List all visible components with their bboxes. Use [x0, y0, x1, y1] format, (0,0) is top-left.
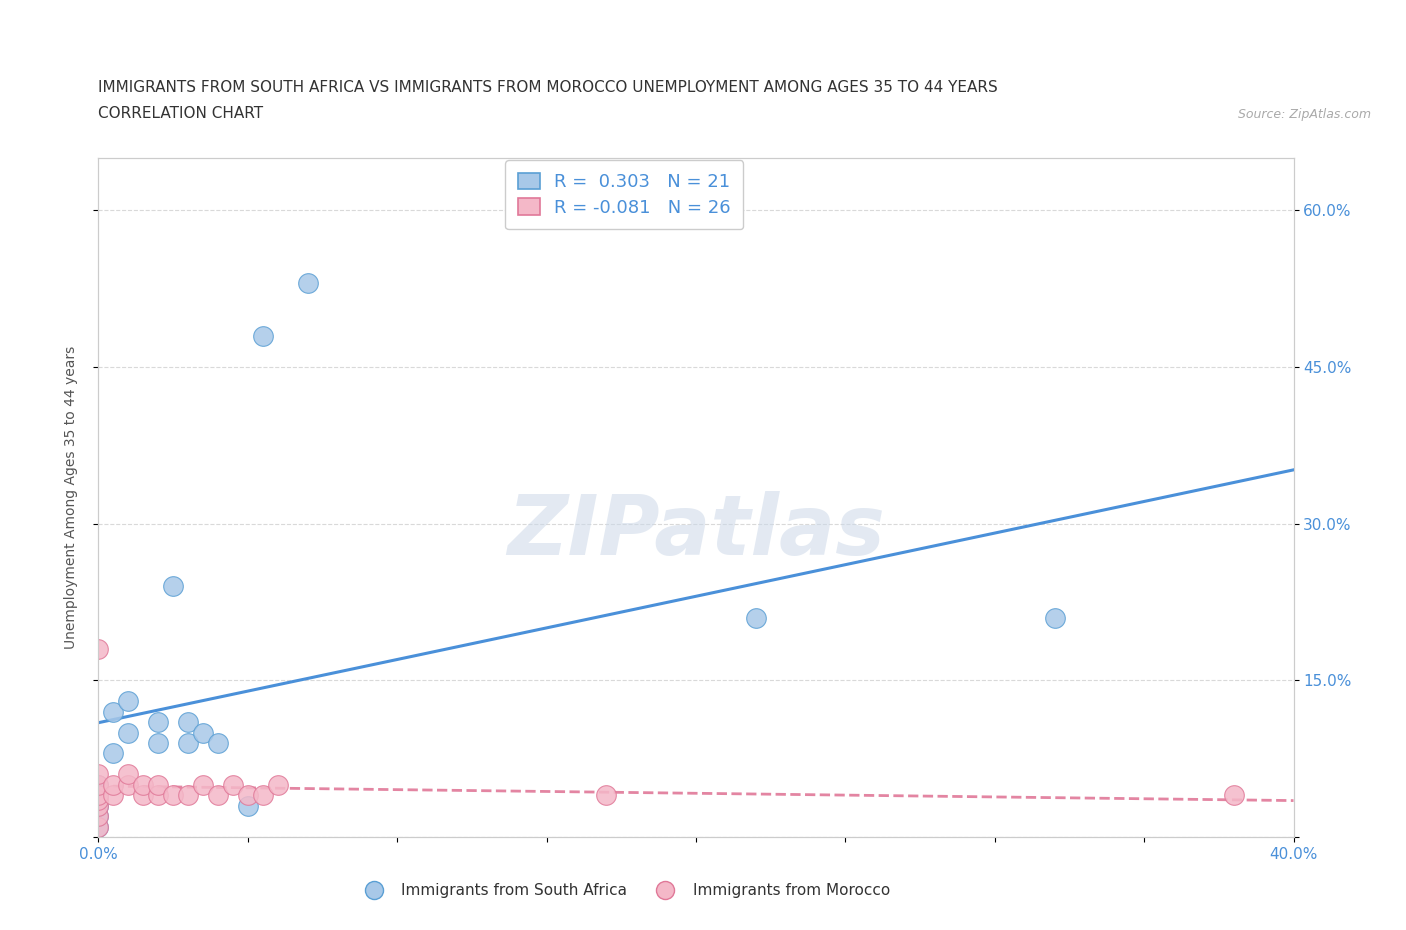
Point [87, 793, 110, 808]
Point [207, 788, 229, 803]
Point [103, 746, 125, 761]
Point [177, 788, 200, 803]
Legend: Immigrants from South Africa, Immigrants from Morocco: Immigrants from South Africa, Immigrants… [353, 877, 896, 904]
Point [87, 642, 110, 657]
Point [132, 788, 155, 803]
Point [87, 788, 110, 803]
Point [103, 704, 125, 719]
Point [117, 694, 139, 709]
Point [177, 736, 200, 751]
Point [236, 798, 259, 813]
Point [595, 788, 617, 803]
Point [117, 725, 139, 740]
Point [87, 777, 110, 792]
Text: Source: ZipAtlas.com: Source: ZipAtlas.com [1237, 108, 1371, 121]
Point [177, 714, 200, 729]
Point [87, 819, 110, 834]
Point [148, 714, 170, 729]
Text: IMMIGRANTS FROM SOUTH AFRICA VS IMMIGRANTS FROM MOROCCO UNEMPLOYMENT AMONG AGES : IMMIGRANTS FROM SOUTH AFRICA VS IMMIGRAN… [98, 80, 998, 95]
Point [148, 788, 170, 803]
Point [148, 736, 170, 751]
Point [191, 725, 214, 740]
Point [87, 788, 110, 803]
Point [87, 767, 110, 782]
Point [87, 819, 110, 834]
Point [207, 736, 229, 751]
Point [103, 777, 125, 792]
Point [103, 788, 125, 803]
Point [132, 777, 155, 792]
Point [162, 578, 184, 593]
Point [191, 777, 214, 792]
Point [745, 610, 768, 625]
Point [148, 777, 170, 792]
Text: ZIPatlas: ZIPatlas [508, 491, 884, 572]
Point [87, 798, 110, 813]
Text: CORRELATION CHART: CORRELATION CHART [98, 106, 263, 121]
Point [87, 809, 110, 824]
Point [297, 276, 319, 291]
Point [252, 328, 274, 343]
Point [87, 777, 110, 792]
Point [236, 788, 259, 803]
Point [1223, 788, 1246, 803]
Point [267, 777, 290, 792]
Point [222, 777, 245, 792]
Point [87, 798, 110, 813]
Y-axis label: Unemployment Among Ages 35 to 44 years: Unemployment Among Ages 35 to 44 years [63, 346, 77, 649]
Point [162, 788, 184, 803]
Point [117, 767, 139, 782]
Point [252, 788, 274, 803]
Point [117, 777, 139, 792]
Point [1043, 610, 1066, 625]
Point [87, 809, 110, 824]
